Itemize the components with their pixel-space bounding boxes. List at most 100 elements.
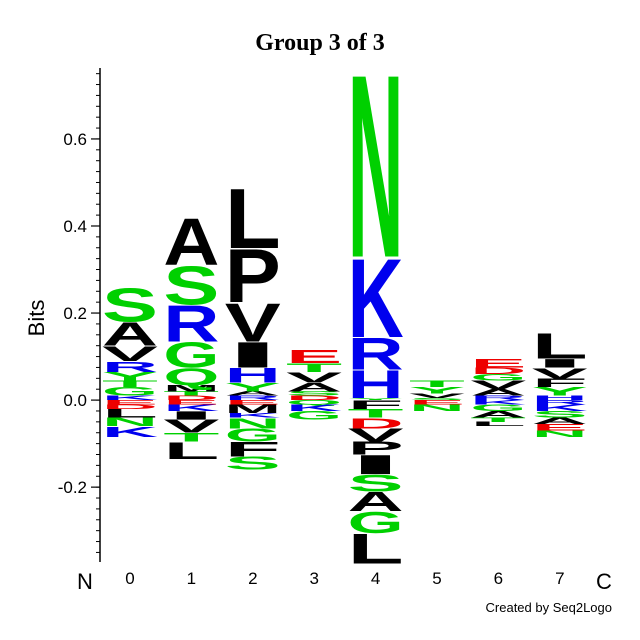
logo-letter: T bbox=[470, 418, 530, 424]
logo-letter: H bbox=[348, 363, 404, 407]
logo-letter: G bbox=[163, 334, 219, 375]
logo-letter: I bbox=[348, 449, 404, 480]
logo-letter: P bbox=[225, 234, 281, 319]
y-tick-label: 0.6 bbox=[63, 130, 87, 149]
logo-letter: T bbox=[163, 430, 223, 444]
logo-letter: K bbox=[286, 403, 345, 413]
logo-letter: R bbox=[163, 294, 219, 352]
logo-letter: R bbox=[348, 329, 404, 380]
logo-letter: Y bbox=[102, 370, 158, 384]
x-tick-label: 7 bbox=[555, 569, 564, 588]
y-tick-label: 0.0 bbox=[63, 391, 87, 410]
logo-letter: A bbox=[470, 388, 529, 398]
logo-letter: G bbox=[225, 424, 281, 445]
x-tick-label: 5 bbox=[432, 569, 441, 588]
y-tick-label: -0.2 bbox=[58, 478, 87, 497]
x-tick-label: 6 bbox=[494, 569, 503, 588]
logo-letter: E bbox=[532, 423, 588, 433]
x-tick-label: 4 bbox=[371, 569, 380, 588]
logo-letter: F bbox=[225, 438, 281, 462]
logo-letter: I bbox=[225, 334, 281, 375]
logo-letter: P bbox=[348, 437, 404, 458]
logo-letter: S bbox=[225, 453, 281, 474]
logo-letter: A bbox=[225, 392, 289, 398]
logo-letter: A bbox=[102, 317, 158, 354]
logo-letter: N bbox=[348, 20, 404, 312]
logo-letter: T bbox=[409, 379, 469, 389]
logo-letter: I bbox=[163, 409, 219, 423]
logo-letter: N bbox=[409, 403, 465, 413]
logo-letter: N bbox=[225, 415, 281, 432]
logo-letter: V bbox=[163, 416, 223, 437]
logo-letter: K bbox=[348, 235, 404, 361]
logo-letter: E bbox=[163, 400, 219, 406]
logo-letter: G bbox=[102, 385, 158, 399]
logo-letter: D bbox=[102, 405, 166, 411]
logo-letter: I bbox=[532, 356, 588, 370]
logo-letter: G bbox=[470, 373, 526, 383]
logo-letter: V bbox=[470, 378, 532, 392]
logo-letter: S bbox=[102, 279, 158, 333]
logo-letter: S bbox=[163, 254, 219, 316]
x-tick-label: 1 bbox=[187, 569, 196, 588]
logo-letter: L bbox=[163, 438, 220, 465]
logo-letter: T bbox=[163, 392, 223, 398]
logo-letter: H bbox=[225, 364, 281, 388]
logo-letter: E bbox=[286, 346, 342, 367]
logo-letter: V bbox=[532, 365, 593, 382]
logo-letter: A bbox=[348, 486, 405, 517]
logo-letter: Q bbox=[163, 364, 219, 391]
logo-letter: E bbox=[409, 400, 465, 406]
logo-letter: L bbox=[102, 406, 162, 420]
logo-letter: L bbox=[470, 422, 530, 428]
logo-letter: A bbox=[470, 409, 529, 419]
logo-letter: Y bbox=[409, 386, 465, 396]
logo-letter: D bbox=[348, 415, 404, 432]
logo-letter: A bbox=[532, 416, 591, 426]
logo-letter: L bbox=[225, 172, 281, 267]
logo-letter: Y bbox=[532, 385, 588, 399]
logo-letter: G bbox=[348, 506, 404, 540]
y-tick-label: 0.4 bbox=[63, 217, 87, 236]
logo-letter: V bbox=[225, 291, 282, 353]
logo-letter: V bbox=[348, 424, 408, 445]
logo-letter: G bbox=[470, 403, 526, 413]
logo-letter: G bbox=[286, 409, 342, 423]
logo-letter: M bbox=[163, 383, 219, 393]
logo-letter: N bbox=[102, 415, 158, 429]
logo-letter: V bbox=[409, 394, 465, 400]
logo-letter: L bbox=[532, 326, 588, 367]
logo-letter: R bbox=[470, 396, 534, 402]
logo-letter: E bbox=[470, 356, 526, 370]
logo-letter: S bbox=[286, 392, 342, 398]
logo-letter: K bbox=[102, 424, 158, 441]
logo-letter: K bbox=[470, 400, 534, 406]
logo-letter: D bbox=[163, 396, 227, 402]
chart-title: Group 3 of 3 bbox=[255, 30, 385, 56]
logo-letter: E bbox=[102, 400, 158, 406]
logo-letter: S bbox=[409, 397, 465, 401]
logo-letter: H bbox=[532, 396, 588, 402]
logo-letter: L bbox=[348, 525, 404, 573]
logo-letter: V bbox=[102, 342, 161, 366]
logo-letter: Q bbox=[286, 400, 345, 406]
logo-letter: S bbox=[348, 470, 404, 497]
logo-letter: F bbox=[348, 398, 404, 412]
x-tick-label: 0 bbox=[125, 569, 134, 588]
logo-letter: T bbox=[102, 379, 162, 389]
y-axis-label: Bits bbox=[24, 300, 49, 337]
logo-letter: T bbox=[348, 406, 408, 420]
logo-letter: K bbox=[225, 413, 289, 419]
y-tick-label: 0.2 bbox=[63, 304, 87, 323]
logo-letter: V bbox=[286, 370, 347, 387]
logo-letter: F bbox=[532, 376, 588, 390]
logo-letter: M bbox=[225, 402, 281, 416]
footer: Created by Seq2Logo bbox=[486, 600, 612, 615]
n-terminus-label: N bbox=[77, 569, 93, 594]
logo-letter: K bbox=[532, 403, 591, 413]
x-tick-label: 2 bbox=[248, 569, 257, 588]
logo-letter: R bbox=[225, 396, 289, 402]
logo-letter: A bbox=[286, 380, 343, 394]
c-terminus-label: C bbox=[596, 569, 612, 594]
